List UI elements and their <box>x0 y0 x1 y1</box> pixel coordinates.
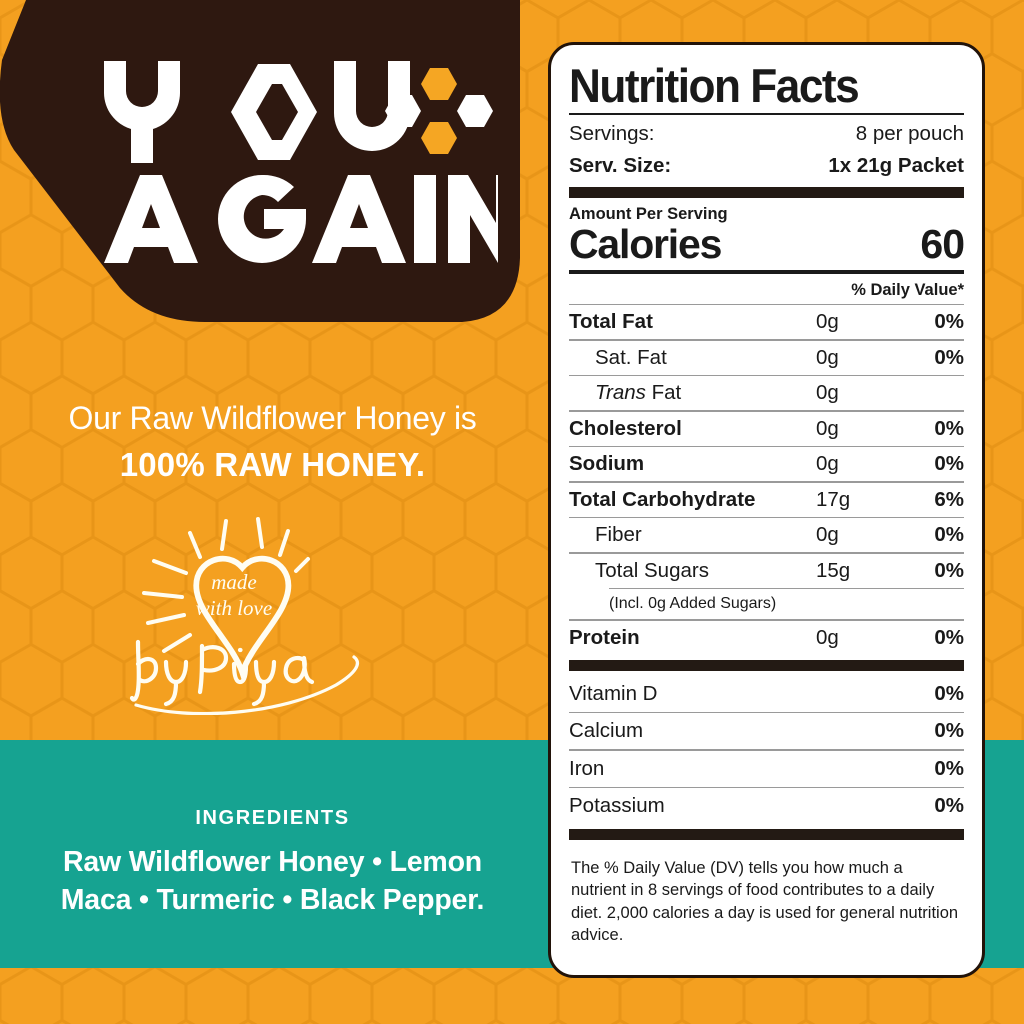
nutrient-amount: 0g <box>816 416 839 440</box>
micronutrient-label: Iron <box>569 756 605 780</box>
micronutrient-dv: 0% <box>934 794 964 818</box>
nutrient-row: Total Fat 0g 0% <box>569 305 964 339</box>
divider-hair <box>569 481 964 483</box>
nutrient-label: Protein <box>569 625 640 649</box>
added-sugars-note: (Incl. 0g Added Sugars) <box>609 595 777 613</box>
micronutrient-row: Potassium 0% <box>569 788 964 824</box>
calories-label: Calories <box>569 221 722 268</box>
divider-hair <box>569 786 964 789</box>
micronutrient-row: Calcium 0% <box>569 713 964 749</box>
divider-hair <box>569 445 964 448</box>
nutrient-dv: 0% <box>934 416 964 440</box>
nutrient-amount: 0g <box>816 523 839 547</box>
nutrient-row: Protein 0g 0% <box>569 621 964 655</box>
micronutrient-row: Iron 0% <box>569 751 964 787</box>
nutrient-row: Sat. Fat 0g 0% <box>569 341 964 375</box>
tagline-line-2: 100% RAW HONEY. <box>119 446 426 483</box>
nutrient-label: Cholesterol <box>569 416 682 440</box>
nutrient-label: Fat <box>651 381 682 405</box>
calories-value: 60 <box>920 221 965 268</box>
divider-hair <box>569 339 964 341</box>
serving-size-label: Serv. Size: <box>569 154 672 178</box>
nutrient-amount: 0g <box>816 452 839 476</box>
nutrient-amount: 15g <box>816 558 851 582</box>
divider-thick <box>569 187 964 199</box>
nutrient-label: Total Carbohydrate <box>569 487 756 511</box>
servings-value: 8 per pouch <box>855 122 964 146</box>
nutrient-amount: 0g <box>816 310 839 334</box>
servings-row: Servings: 8 per pouch <box>569 118 964 150</box>
divider-hair <box>569 619 964 621</box>
ingredients-line-1: Raw Wildflower Honey • Lemon <box>63 845 482 878</box>
nutrient-row: Trans Fat 0g <box>569 376 964 410</box>
signature-by-priya <box>129 639 315 707</box>
nutrient-dv: 0% <box>934 558 964 582</box>
nutrient-label: Fiber <box>595 523 642 547</box>
servings-label: Servings: <box>569 122 655 146</box>
nutrient-label: Total Fat <box>569 310 653 334</box>
nutrient-amount: 0g <box>816 381 839 405</box>
nutrient-label: Sodium <box>569 452 645 476</box>
brand-logo <box>104 61 498 263</box>
nutrient-amount: 0g <box>816 625 839 649</box>
nutrient-dv: 0% <box>934 345 964 369</box>
nutrient-row: Fiber 0g 0% <box>569 518 964 552</box>
micronutrient-label: Calcium <box>569 719 644 743</box>
micronutrient-label: Vitamin D <box>569 681 658 705</box>
daily-value-header: % Daily Value* <box>851 280 964 299</box>
divider-hair <box>609 587 964 590</box>
divider-hair <box>569 516 964 519</box>
calories-row: Calories 60 <box>569 221 965 268</box>
nutrient-amount: 17g <box>816 487 851 511</box>
nutrient-dv: 6% <box>934 487 964 511</box>
nutrient-row: Cholesterol 0g 0% <box>569 412 964 446</box>
nutrition-facts-panel: Nutrition Facts Servings: 8 per pouch Se… <box>548 42 985 978</box>
divider-thick <box>569 829 964 841</box>
nutrient-label: Total Sugars <box>595 558 709 582</box>
divider-thick <box>569 659 964 671</box>
micronutrient-dv: 0% <box>934 681 964 705</box>
serving-size-row: Serv. Size: 1x 21g Packet <box>569 150 964 182</box>
divider-hair <box>569 374 964 377</box>
nutrient-dv: 0% <box>934 310 964 334</box>
micronutrient-label: Potassium <box>569 794 665 818</box>
ingredients-title: INGREDIENTS <box>195 806 350 829</box>
serving-size-value: 1x 21g Packet <box>828 154 964 178</box>
sparkle-rays-icon <box>142 517 310 653</box>
nutrient-label-prefix: Trans <box>595 381 646 405</box>
daily-value-footnote: The % Daily Value (DV) tells you how muc… <box>571 859 959 944</box>
divider <box>569 113 964 116</box>
divider-hair <box>569 711 964 714</box>
nutrient-dv: 0% <box>934 523 964 547</box>
nutrition-facts-title: Nutrition Facts <box>569 59 860 112</box>
nutrient-row: Sodium 0g 0% <box>569 447 964 481</box>
amount-per-serving-label: Amount Per Serving <box>569 205 728 224</box>
tagline-block: Our Raw Wildflower Honey is 100% RAW HON… <box>0 398 545 487</box>
nutrient-dv: 0% <box>934 452 964 476</box>
divider-hair <box>569 410 964 412</box>
divider-hair <box>569 749 964 751</box>
divider-hair <box>569 303 964 306</box>
ingredients-line-2: Maca • Turmeric • Black Pepper. <box>60 883 485 916</box>
nutrient-amount: 0g <box>816 345 839 369</box>
nutrient-dv: 0% <box>934 625 964 649</box>
made-with-love-badge <box>134 517 359 715</box>
micronutrient-dv: 0% <box>934 719 964 743</box>
honeycomb-cluster-icon <box>385 68 493 154</box>
tagline-line-1: Our Raw Wildflower Honey is <box>68 400 477 436</box>
micronutrient-dv: 0% <box>934 756 964 780</box>
divider-hair <box>569 552 964 554</box>
nutrient-row: Total Sugars 15g 0% <box>569 554 964 588</box>
divider-medium <box>569 269 964 274</box>
micronutrient-row: Vitamin D 0% <box>569 676 964 712</box>
nutrient-row: Total Carbohydrate 17g 6% <box>569 483 964 517</box>
nutrient-label: Sat. Fat <box>595 345 667 369</box>
